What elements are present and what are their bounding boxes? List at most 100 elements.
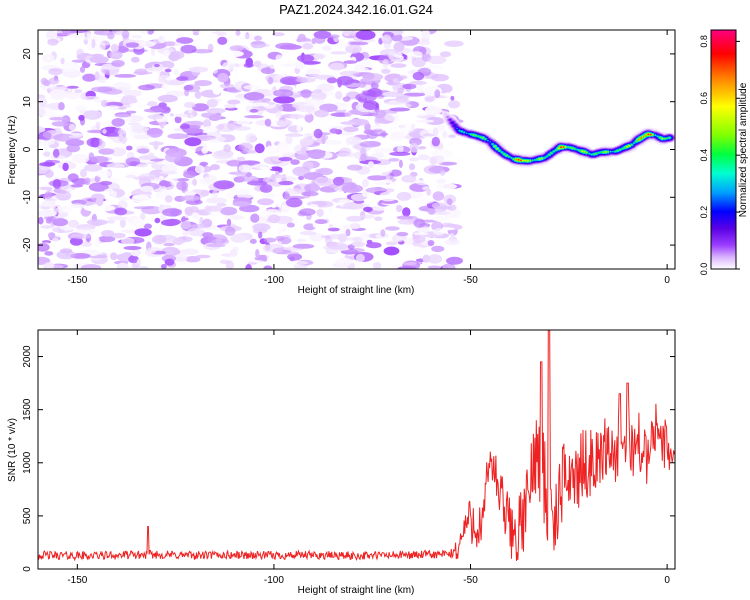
signal-cell bbox=[567, 146, 569, 148]
noise-cell bbox=[190, 224, 208, 229]
noise-cell bbox=[367, 175, 387, 181]
noise-cell bbox=[315, 176, 330, 187]
noise-cell bbox=[394, 52, 403, 59]
noise-cell bbox=[138, 84, 155, 91]
noise-cell bbox=[226, 160, 243, 167]
noise-cell bbox=[415, 151, 424, 155]
snr-panel: -150 -100 -50 0 0 500 1000 1500 2000 Height of s… bbox=[7, 329, 676, 596]
noise-cell bbox=[393, 41, 405, 52]
noise-cell bbox=[117, 128, 126, 137]
noise-cell bbox=[243, 62, 254, 68]
colorbar-tick-label: 0.0 bbox=[699, 263, 709, 276]
noise-cell bbox=[397, 87, 405, 94]
noise-cell bbox=[89, 155, 109, 164]
noise-cell bbox=[90, 137, 100, 148]
signal-cell bbox=[442, 110, 444, 112]
x-tick-label: 0 bbox=[664, 275, 670, 286]
noise-cell bbox=[438, 161, 458, 166]
signal-cell bbox=[465, 132, 468, 134]
noise-cell bbox=[346, 30, 361, 33]
noise-cell bbox=[118, 197, 129, 201]
noise-cell bbox=[170, 181, 175, 186]
noise-cell bbox=[109, 50, 123, 60]
noise-cell bbox=[378, 191, 398, 202]
noise-cell bbox=[80, 241, 93, 247]
noise-cell bbox=[95, 196, 104, 207]
noise-cell bbox=[225, 260, 234, 269]
noise-cell bbox=[279, 76, 301, 86]
noise-cell bbox=[321, 261, 337, 269]
noise-cell bbox=[432, 127, 439, 138]
noise-cell bbox=[172, 237, 184, 246]
noise-cell bbox=[259, 183, 273, 193]
noise-cell bbox=[185, 256, 201, 263]
noise-cell bbox=[327, 227, 340, 232]
noise-cell bbox=[117, 200, 128, 210]
signal-cell bbox=[583, 151, 586, 153]
noise-cell bbox=[66, 144, 81, 153]
noise-cell bbox=[275, 54, 283, 62]
noise-cell bbox=[346, 215, 364, 222]
signal-cell bbox=[633, 142, 635, 144]
y-tick-label: 20 bbox=[22, 48, 33, 60]
colorbar-tick-label: 0.4 bbox=[699, 149, 709, 162]
noise-cell bbox=[328, 233, 342, 240]
noise-cell bbox=[371, 165, 393, 176]
noise-cell bbox=[105, 105, 121, 109]
noise-cell bbox=[116, 262, 129, 269]
noise-cell bbox=[44, 251, 54, 256]
noise-cell bbox=[363, 100, 379, 110]
noise-cell bbox=[146, 217, 158, 223]
signal-cell bbox=[494, 145, 496, 147]
noise-cell bbox=[326, 77, 338, 84]
noise-cell bbox=[71, 154, 90, 164]
noise-cell bbox=[362, 90, 377, 97]
noise-cell bbox=[263, 243, 285, 254]
noise-cell bbox=[201, 126, 218, 133]
signal-cell bbox=[522, 160, 524, 162]
noise-cell bbox=[292, 243, 315, 249]
noise-cell bbox=[54, 206, 72, 214]
noise-cell bbox=[395, 235, 404, 243]
noise-cell bbox=[436, 144, 444, 150]
noise-cell bbox=[397, 144, 404, 153]
noise-cell bbox=[238, 160, 261, 166]
noise-cell bbox=[351, 241, 363, 247]
colorbar-gradient bbox=[710, 29, 737, 270]
noise-cell bbox=[297, 211, 307, 217]
noise-cell bbox=[148, 141, 164, 146]
noise-cell bbox=[180, 248, 199, 255]
x-tick-label: -50 bbox=[463, 275, 478, 286]
noise-cell bbox=[187, 227, 203, 237]
noise-cell bbox=[95, 121, 101, 130]
noise-cell bbox=[401, 175, 417, 183]
noise-cell bbox=[125, 42, 140, 48]
noise-cell bbox=[206, 98, 218, 108]
noise-cell bbox=[130, 249, 142, 257]
noise-cell bbox=[431, 245, 445, 253]
signal-cell bbox=[444, 113, 447, 115]
noise-cell bbox=[42, 53, 55, 63]
noise-cell bbox=[245, 264, 252, 269]
signal-cell bbox=[628, 145, 631, 147]
noise-cell bbox=[374, 216, 383, 222]
noise-cell bbox=[402, 207, 411, 217]
signal-cell bbox=[579, 149, 581, 152]
noise-cell bbox=[128, 171, 138, 176]
noise-cell bbox=[264, 193, 276, 198]
noise-cell bbox=[232, 188, 251, 196]
noise-cell bbox=[412, 233, 426, 244]
noise-cell bbox=[336, 43, 349, 48]
noise-cell bbox=[407, 111, 429, 117]
noise-cell bbox=[398, 159, 403, 168]
noise-cell bbox=[266, 145, 273, 153]
x-tick-label: -100 bbox=[264, 575, 284, 586]
noise-cell bbox=[192, 32, 199, 36]
signal-cell bbox=[510, 157, 513, 159]
noise-cell bbox=[56, 250, 76, 260]
signal-cell bbox=[546, 155, 548, 158]
signal-cell bbox=[645, 134, 647, 136]
noise-cell bbox=[252, 223, 271, 232]
signal-cell bbox=[588, 153, 591, 155]
noise-cell bbox=[366, 130, 378, 140]
